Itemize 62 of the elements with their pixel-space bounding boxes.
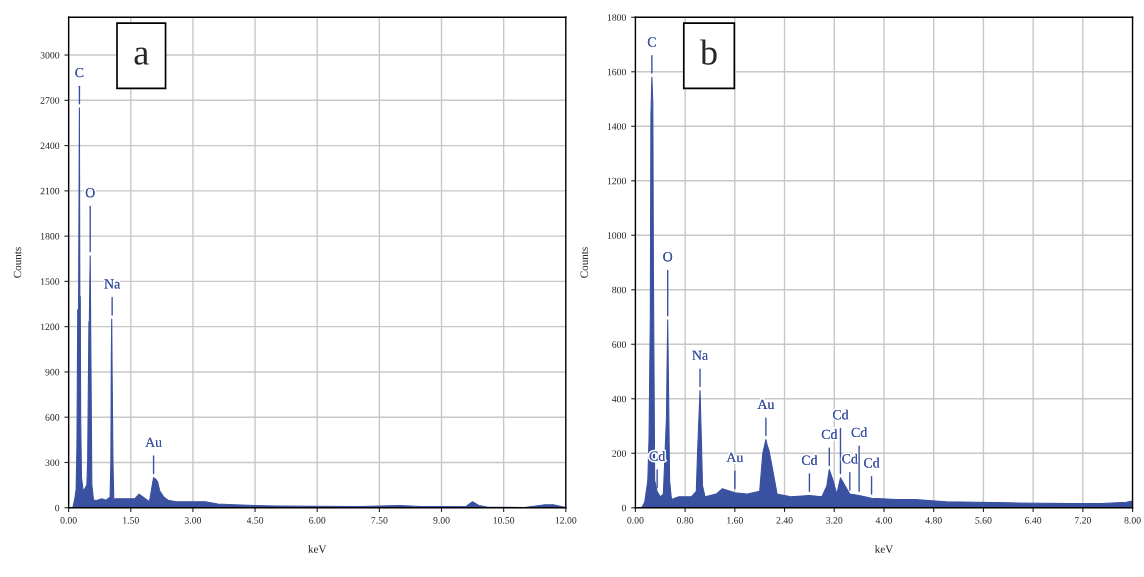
y-tick-label: 2100	[40, 187, 60, 195]
x-axis-title: keV	[308, 545, 327, 553]
x-tick-label: 7.20	[1074, 517, 1091, 524]
y-tick-label: 3000	[40, 51, 60, 59]
x-tick-label: 8.00	[1124, 517, 1141, 524]
annotation: b	[700, 39, 717, 65]
y-tick-label: 800	[612, 286, 626, 294]
x-tick-label: 0.00	[627, 517, 644, 524]
annotation: Cd	[821, 429, 838, 440]
x-tick-label: 2.40	[776, 517, 793, 524]
annotation: Au	[757, 399, 775, 410]
y-tick-label: 600	[45, 414, 60, 421]
y-tick-label: 0	[55, 504, 60, 512]
annotation: Cd	[864, 457, 880, 468]
y-tick-label: 1600	[607, 68, 626, 76]
x-tick-label: 7.50	[371, 517, 388, 524]
y-tick-label: 1500	[41, 278, 60, 285]
y-tick-label: 900	[45, 368, 60, 376]
y-tick-label: 1800	[607, 14, 626, 21]
x-tick-label: 0.00	[60, 517, 77, 524]
x-tick-label: 10.50	[493, 517, 515, 524]
annotation: a	[134, 47, 149, 65]
y-tick-label: 2700	[40, 97, 60, 104]
x-tick-label: 12.00	[555, 517, 577, 524]
annotation: Cd	[832, 409, 849, 420]
y-tick-label: 300	[45, 459, 60, 466]
annotation: O	[663, 252, 673, 262]
x-tick-label: 1.60	[727, 517, 743, 524]
y-tick-label: 1200	[41, 323, 60, 331]
x-tick-label: 5.60	[975, 517, 992, 524]
x-tick-label: 6.40	[1025, 517, 1042, 524]
annotation: C	[647, 37, 656, 47]
annotation: Na	[692, 350, 708, 360]
x-tick-label: 4.00	[875, 517, 893, 524]
x-tick-label: 0.80	[676, 517, 694, 524]
x-tick-label: 1.50	[123, 517, 139, 524]
annotation: Cd	[801, 455, 818, 465]
annotation: Au	[726, 452, 744, 463]
annotation: O	[85, 188, 95, 198]
y-tick-label: 200	[612, 450, 626, 457]
x-tick-label: 6.00	[309, 517, 326, 524]
annotation: Au	[145, 437, 162, 447]
y-tick-label: 1800	[41, 233, 60, 240]
y-axis-title: Counts	[13, 247, 22, 278]
y-tick-label: 0	[621, 504, 626, 512]
annotation: Cd	[851, 427, 868, 438]
x-tick-label: 3.20	[826, 517, 843, 524]
x-tick-label: 4.80	[925, 517, 942, 524]
x-axis-title: keV	[874, 545, 894, 553]
y-tick-label: 1400	[607, 123, 626, 130]
annotation: Na	[104, 279, 121, 289]
y-axis-title: Counts	[580, 247, 589, 278]
annotation: Cd	[842, 453, 858, 464]
x-tick-label: 9.00	[433, 517, 450, 524]
x-tick-label: 4.50	[246, 517, 264, 524]
y-tick-label: 600	[612, 341, 626, 348]
annotation: C	[75, 67, 84, 78]
y-tick-label: 1000	[607, 232, 626, 239]
y-tick-label: 400	[611, 395, 626, 403]
y-tick-label: 2400	[40, 142, 60, 150]
y-tick-label: 1200	[607, 177, 626, 185]
x-tick-label: 3.00	[184, 517, 202, 524]
